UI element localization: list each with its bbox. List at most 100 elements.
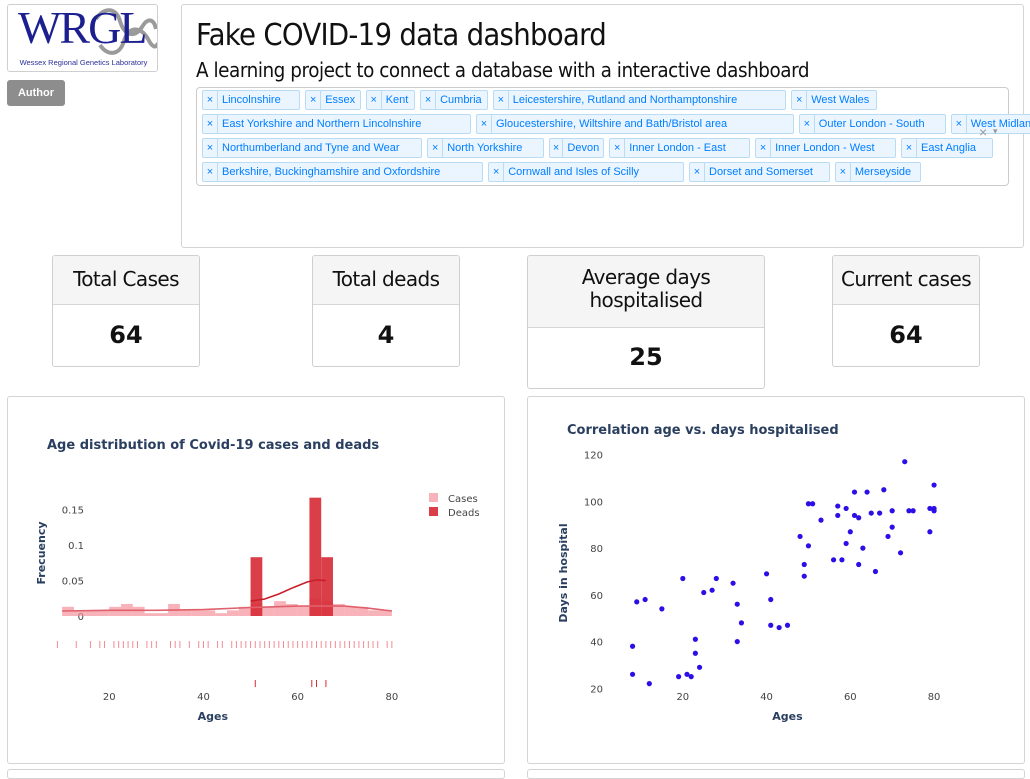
remove-tag-icon[interactable]: × <box>836 163 851 181</box>
region-tag: × Dorset and Somerset <box>689 162 830 182</box>
scatter-point <box>738 620 745 626</box>
region-tag: × Cornwall and Isles of Scilly <box>488 162 684 182</box>
y-tick-label: 120 <box>584 451 603 462</box>
cases-bar <box>238 606 251 616</box>
stat-value: 64 <box>109 321 143 349</box>
scatter-point <box>692 636 698 642</box>
remove-tag-icon[interactable]: × <box>203 139 218 157</box>
remove-tag-icon[interactable]: × <box>367 91 382 109</box>
scatter-point <box>877 510 883 516</box>
region-tag: × Cumbria <box>420 90 488 110</box>
scatter-point <box>696 664 703 670</box>
stat-label-line2: hospitalised <box>589 288 703 312</box>
region-tag: × East Yorkshire and Northern Lincolnshir… <box>202 114 471 134</box>
remove-tag-icon[interactable]: × <box>477 115 492 133</box>
x-axis-label: Ages <box>772 710 803 723</box>
region-tag: × Essex <box>305 90 361 110</box>
region-tag-label: Essex <box>325 94 356 106</box>
scatter-point <box>768 596 774 603</box>
x-tick-label: 60 <box>844 692 857 703</box>
remove-tag-icon[interactable]: × <box>610 139 626 157</box>
region-tag-label: Devon <box>567 142 600 154</box>
legend-deads-label: Deads <box>448 508 480 519</box>
scatter-point <box>931 508 937 514</box>
scatter-point <box>692 650 698 656</box>
scatter-point <box>868 510 874 516</box>
region-tag-label: North Yorkshire <box>447 142 523 154</box>
correlation-chart[interactable]: Correlation age vs. days hospitalised 20 4… <box>528 397 1024 763</box>
deads-bar <box>321 557 333 616</box>
y-tick-label: 0 <box>78 612 84 623</box>
x-tick-label: 20 <box>676 692 689 703</box>
y-axis-label: Days in hospital <box>557 523 570 622</box>
region-tag-label: Kent <box>385 94 409 106</box>
scatter-point <box>709 587 715 593</box>
remove-tag-icon[interactable]: × <box>756 139 772 157</box>
region-tag-label: Inner London - East <box>629 142 726 154</box>
region-tag: × Leicestershire, Rutland and Northampton… <box>492 90 787 110</box>
stat-label-line1: Average days <box>581 265 711 289</box>
scatter-point <box>659 606 665 612</box>
y-tick-label: 40 <box>590 638 603 649</box>
logo-letters: WRGL <box>18 4 147 53</box>
scatter-point <box>910 508 916 514</box>
cases-bar <box>85 610 98 616</box>
cases-bar <box>332 603 345 616</box>
lower-card-right <box>527 769 1025 779</box>
region-tag-label: Berkshire, Buckinghamshire and Oxfordshi… <box>222 166 441 178</box>
scatter-point <box>810 501 816 507</box>
page-subtitle: A learning project to connect a database… <box>196 58 810 82</box>
remove-tag-icon[interactable]: × <box>800 115 815 133</box>
remove-tag-icon[interactable]: × <box>792 91 808 109</box>
cases-bar <box>368 610 381 616</box>
lower-card-left <box>7 769 505 779</box>
scatter-point <box>897 550 904 556</box>
scatter-point <box>763 571 770 577</box>
remove-tag-icon[interactable]: × <box>203 115 218 133</box>
remove-tag-icon[interactable]: × <box>306 91 322 109</box>
region-tag-label: West Midlands <box>970 118 1030 130</box>
cases-bar <box>215 613 227 616</box>
region-multiselect[interactable]: × Lincolnshire × Essex × Kent × Cumbria × Leicest… <box>196 87 1030 186</box>
cases-bar <box>73 610 86 616</box>
x-axis-label: Ages <box>198 710 229 723</box>
scatter-point <box>629 643 636 649</box>
cases-bar <box>285 603 298 616</box>
remove-tag-icon[interactable]: × <box>489 163 505 181</box>
cases-bar <box>144 613 157 616</box>
scatter-point <box>629 671 636 677</box>
remove-tag-icon[interactable]: × <box>952 115 967 133</box>
y-tick-label: 60 <box>590 591 603 602</box>
cases-bar <box>227 610 239 616</box>
remove-tag-icon[interactable]: × <box>428 139 444 157</box>
remove-tag-icon[interactable]: × <box>690 163 705 181</box>
remove-tag-icon[interactable]: × <box>902 139 917 157</box>
x-tick-label: 80 <box>928 692 941 703</box>
scatter-point <box>927 505 933 512</box>
stat-label: Current cases <box>833 256 979 305</box>
scatter-point <box>713 575 719 582</box>
dropdown-arrow-icon[interactable]: ▾ <box>993 126 998 136</box>
region-tag-label: Cumbria <box>440 94 482 106</box>
scatter-point <box>885 533 891 540</box>
region-tag-label: West Wales <box>811 94 870 106</box>
cases-density-line <box>62 605 392 612</box>
clear-all-icon[interactable]: × <box>979 124 988 140</box>
age-distribution-chart[interactable]: Age distribution of Covid-19 cases and d… <box>8 397 504 763</box>
region-tag-label: East Yorkshire and Northern Lincolnshire <box>222 118 422 130</box>
remove-tag-icon[interactable]: × <box>421 91 437 109</box>
remove-tag-icon[interactable]: × <box>550 139 564 157</box>
region-tag: × Berkshire, Buckinghamshire and Oxfordsh… <box>202 162 484 182</box>
region-tag: × Inner London - West <box>755 138 896 158</box>
cases-bar <box>97 610 110 616</box>
author-button[interactable]: Author <box>7 80 65 106</box>
remove-tag-icon[interactable]: × <box>203 91 218 109</box>
region-tag-label: Cornwall and Isles of Scilly <box>508 166 640 178</box>
region-tag: ×West Midlands <box>950 114 1030 134</box>
stat-label: Total deads <box>313 256 459 305</box>
remove-tag-icon[interactable]: × <box>494 91 509 109</box>
remove-tag-icon[interactable]: × <box>203 163 218 181</box>
region-tag: × Northumberland and Tyne and Wear <box>202 138 423 158</box>
scatter-point <box>730 580 736 586</box>
y-axis-label: Frecuency <box>35 521 48 584</box>
